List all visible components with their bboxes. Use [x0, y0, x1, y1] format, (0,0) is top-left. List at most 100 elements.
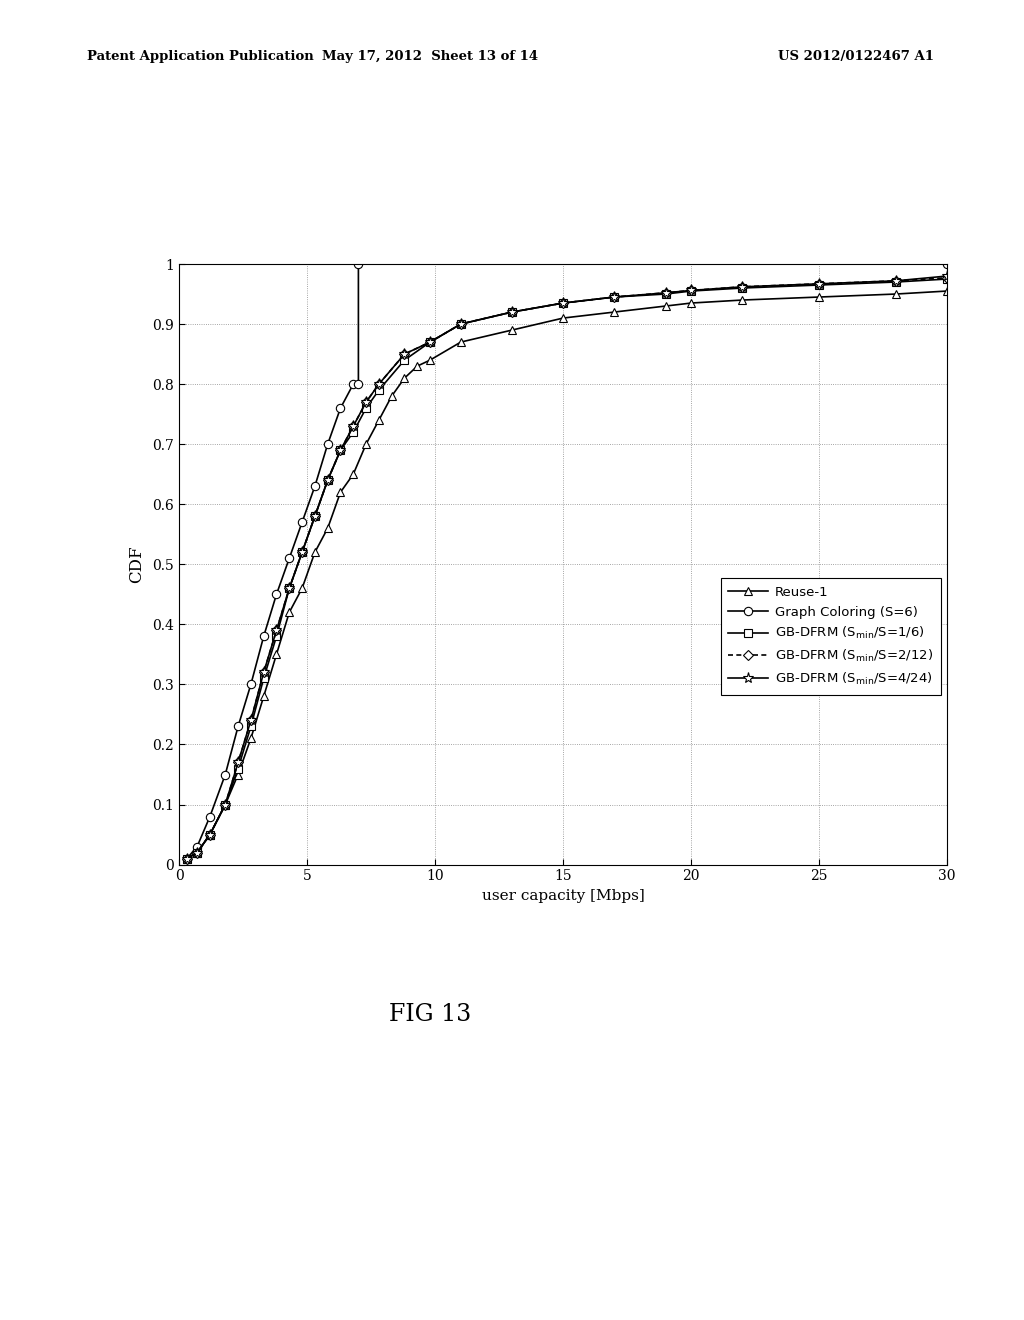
GB-DFRM (S$_{min}$/S=1/6) [398, 352, 411, 368]
GB-DFRM (S$_{min}$/S=4/24) [258, 664, 270, 680]
Reuse-1 [204, 826, 216, 842]
GB-DFRM (S$_{min}$/S=1/6) [608, 289, 621, 305]
GB-DFRM (S$_{min}$/S=4/24) [270, 623, 283, 639]
GB-DFRM (S$_{min}$/S=4/24) [608, 289, 621, 305]
Reuse-1 [941, 282, 953, 298]
GB-DFRM (S$_{min}$/S=4/24) [180, 850, 193, 866]
Reuse-1 [334, 484, 346, 500]
GB-DFRM (S$_{min}$/S=1/6) [506, 304, 518, 319]
GB-DFRM (S$_{min}$/S=4/24) [373, 376, 385, 392]
Reuse-1 [813, 289, 825, 305]
GB-DFRM (S$_{min}$/S=2/12) [322, 473, 334, 488]
GB-DFRM (S$_{min}$/S=2/12) [180, 850, 193, 866]
GB-DFRM (S$_{min}$/S=4/24) [334, 442, 346, 458]
GB-DFRM (S$_{min}$/S=4/24) [231, 755, 244, 771]
GB-DFRM (S$_{min}$/S=4/24) [455, 315, 467, 331]
GB-DFRM (S$_{min}$/S=1/6) [941, 271, 953, 286]
Text: Patent Application Publication: Patent Application Publication [87, 50, 313, 63]
GB-DFRM (S$_{min}$/S=4/24) [424, 334, 436, 350]
GB-DFRM (S$_{min}$/S=2/12) [334, 442, 346, 458]
Line: GB-DFRM (S$_{min}$/S=4/24): GB-DFRM (S$_{min}$/S=4/24) [181, 271, 952, 865]
GB-DFRM (S$_{min}$/S=1/6) [455, 315, 467, 331]
GB-DFRM (S$_{min}$/S=1/6) [270, 628, 283, 644]
GB-DFRM (S$_{min}$/S=4/24) [347, 418, 359, 434]
GB-DFRM (S$_{min}$/S=4/24) [245, 713, 257, 729]
Graph Coloring (S=6) [270, 586, 283, 602]
GB-DFRM (S$_{min}$/S=1/6) [245, 718, 257, 734]
GB-DFRM (S$_{min}$/S=2/12) [245, 713, 257, 729]
Graph Coloring (S=6) [296, 515, 308, 531]
GB-DFRM (S$_{min}$/S=1/6) [360, 400, 373, 416]
GB-DFRM (S$_{min}$/S=1/6) [424, 334, 436, 350]
Graph Coloring (S=6) [204, 809, 216, 825]
GB-DFRM (S$_{min}$/S=1/6) [373, 383, 385, 399]
GB-DFRM (S$_{min}$/S=1/6) [204, 826, 216, 842]
Line: Reuse-1: Reuse-1 [182, 286, 951, 863]
Reuse-1 [347, 466, 359, 482]
Line: GB-DFRM (S$_{min}$/S=1/6): GB-DFRM (S$_{min}$/S=1/6) [182, 275, 951, 863]
GB-DFRM (S$_{min}$/S=2/12) [941, 269, 953, 285]
GB-DFRM (S$_{min}$/S=4/24) [283, 581, 295, 597]
Reuse-1 [258, 689, 270, 705]
GB-DFRM (S$_{min}$/S=1/6) [736, 280, 749, 296]
Graph Coloring (S=6) [245, 677, 257, 693]
GB-DFRM (S$_{min}$/S=2/12) [506, 304, 518, 319]
Reuse-1 [373, 412, 385, 428]
Reuse-1 [424, 352, 436, 368]
GB-DFRM (S$_{min}$/S=1/6) [231, 760, 244, 776]
Reuse-1 [219, 796, 231, 812]
GB-DFRM (S$_{min}$/S=2/12) [204, 826, 216, 842]
Reuse-1 [296, 581, 308, 597]
GB-DFRM (S$_{min}$/S=1/6) [347, 424, 359, 440]
Graph Coloring (S=6) [283, 550, 295, 566]
GB-DFRM (S$_{min}$/S=4/24) [190, 845, 203, 861]
GB-DFRM (S$_{min}$/S=4/24) [813, 276, 825, 292]
Reuse-1 [685, 296, 697, 312]
GB-DFRM (S$_{min}$/S=4/24) [309, 508, 322, 524]
Graph Coloring (S=6) [231, 718, 244, 734]
GB-DFRM (S$_{min}$/S=2/12) [608, 289, 621, 305]
GB-DFRM (S$_{min}$/S=2/12) [813, 276, 825, 292]
Reuse-1 [231, 767, 244, 783]
Graph Coloring (S=6) [347, 376, 359, 392]
GB-DFRM (S$_{min}$/S=2/12) [659, 285, 672, 301]
Reuse-1 [322, 520, 334, 536]
GB-DFRM (S$_{min}$/S=2/12) [296, 544, 308, 560]
GB-DFRM (S$_{min}$/S=2/12) [373, 376, 385, 392]
GB-DFRM (S$_{min}$/S=2/12) [360, 395, 373, 411]
GB-DFRM (S$_{min}$/S=2/12) [309, 508, 322, 524]
Graph Coloring (S=6) [258, 628, 270, 644]
Reuse-1 [890, 286, 902, 302]
GB-DFRM (S$_{min}$/S=2/12) [219, 796, 231, 812]
GB-DFRM (S$_{min}$/S=4/24) [506, 304, 518, 319]
Reuse-1 [506, 322, 518, 338]
Y-axis label: CDF: CDF [129, 545, 145, 583]
GB-DFRM (S$_{min}$/S=2/12) [258, 664, 270, 680]
GB-DFRM (S$_{min}$/S=2/12) [190, 845, 203, 861]
GB-DFRM (S$_{min}$/S=1/6) [219, 796, 231, 812]
Text: May 17, 2012  Sheet 13 of 14: May 17, 2012 Sheet 13 of 14 [322, 50, 539, 63]
Text: FIG 13: FIG 13 [389, 1003, 471, 1026]
Graph Coloring (S=6) [219, 767, 231, 783]
Reuse-1 [309, 544, 322, 560]
GB-DFRM (S$_{min}$/S=4/24) [736, 279, 749, 294]
GB-DFRM (S$_{min}$/S=1/6) [190, 845, 203, 861]
GB-DFRM (S$_{min}$/S=4/24) [941, 268, 953, 284]
Reuse-1 [270, 647, 283, 663]
Line: GB-DFRM (S$_{min}$/S=2/12): GB-DFRM (S$_{min}$/S=2/12) [183, 275, 950, 862]
Reuse-1 [455, 334, 467, 350]
Reuse-1 [245, 730, 257, 746]
GB-DFRM (S$_{min}$/S=2/12) [283, 581, 295, 597]
Graph Coloring (S=6) [309, 478, 322, 494]
GB-DFRM (S$_{min}$/S=1/6) [322, 473, 334, 488]
Text: US 2012/0122467 A1: US 2012/0122467 A1 [778, 50, 934, 63]
Graph Coloring (S=6) [352, 376, 365, 392]
GB-DFRM (S$_{min}$/S=4/24) [659, 285, 672, 301]
Reuse-1 [180, 850, 193, 866]
GB-DFRM (S$_{min}$/S=1/6) [258, 671, 270, 686]
GB-DFRM (S$_{min}$/S=1/6) [180, 850, 193, 866]
GB-DFRM (S$_{min}$/S=1/6) [334, 442, 346, 458]
Reuse-1 [412, 358, 424, 374]
GB-DFRM (S$_{min}$/S=4/24) [685, 282, 697, 298]
GB-DFRM (S$_{min}$/S=2/12) [398, 346, 411, 362]
